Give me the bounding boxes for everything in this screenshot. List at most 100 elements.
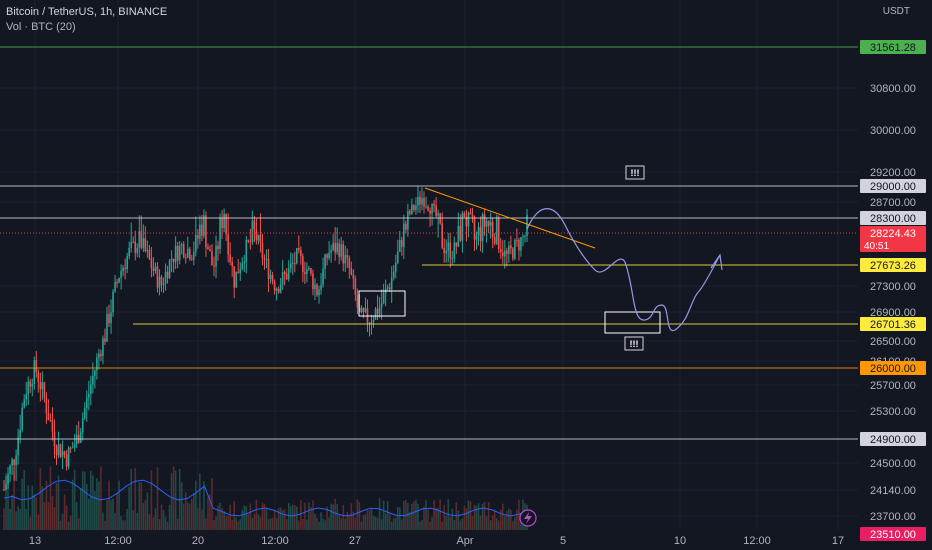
candle-body — [405, 223, 407, 230]
candle-body — [7, 473, 9, 485]
candle-body — [178, 245, 181, 261]
candle-body — [31, 383, 34, 387]
level-tag — [860, 211, 926, 225]
candle-body — [29, 381, 32, 387]
candle-body — [526, 214, 528, 236]
candle-body — [419, 196, 421, 205]
candle-body — [285, 274, 288, 280]
candle-body — [195, 235, 197, 252]
volume-bar — [435, 507, 437, 530]
volume-bar — [354, 517, 357, 530]
volume-bar — [503, 516, 506, 530]
volume-bar — [471, 516, 474, 530]
volume-bar — [55, 482, 58, 530]
volume-bar — [269, 518, 272, 530]
volume-bar — [79, 488, 82, 530]
volume-bar — [392, 518, 395, 530]
candle-body — [148, 250, 151, 259]
volume-bar — [459, 520, 462, 530]
volume-bar — [118, 480, 120, 530]
candle-body — [213, 265, 215, 267]
price-tick-label: 26900.00 — [870, 307, 916, 319]
candle-body — [495, 217, 498, 244]
volume-bar — [463, 505, 466, 530]
volume-bar — [96, 478, 98, 530]
volume-bar — [25, 508, 28, 530]
candle-body — [489, 221, 492, 226]
candle-body — [304, 272, 306, 274]
volume-bar — [479, 515, 482, 530]
volume-bar — [251, 517, 254, 530]
candle-body — [423, 198, 425, 207]
candle-body — [312, 273, 314, 290]
candle-body — [471, 214, 474, 218]
candle-body — [144, 238, 147, 252]
time-tick-label: 12:00 — [104, 535, 132, 547]
volume-bar — [106, 500, 108, 530]
volume-bar — [465, 508, 468, 530]
volume-bar — [73, 469, 76, 530]
candle-body — [451, 258, 454, 260]
level-tag — [860, 40, 926, 54]
volume-bar — [362, 514, 365, 530]
volume-indicator-label: Vol · BTC (20) — [6, 21, 76, 33]
volume-bar — [437, 508, 439, 530]
volume-bar — [287, 503, 290, 530]
volume-bar — [441, 521, 443, 530]
candle-body — [342, 244, 345, 264]
candle-body — [209, 249, 211, 252]
candle-body — [174, 245, 177, 262]
candle-body — [65, 454, 68, 467]
volume-bar — [411, 503, 413, 530]
volume-bar — [506, 510, 508, 530]
level-tag-label: 31561.28 — [870, 42, 916, 54]
candle-body — [396, 251, 399, 263]
candle-body — [453, 242, 456, 259]
candle-body — [431, 203, 433, 214]
volume-bar — [39, 467, 42, 530]
candle-body — [152, 267, 155, 271]
candle-body — [417, 196, 419, 206]
candle-body — [503, 250, 506, 257]
volume-tag-label: 23510.00 — [870, 529, 916, 541]
volume-bar — [518, 499, 520, 530]
volume-bar — [201, 509, 203, 530]
volume-bar — [300, 499, 302, 530]
candle-body — [79, 432, 82, 443]
price-tick-label: 26500.00 — [870, 336, 916, 348]
candle-body — [401, 240, 403, 247]
volume-bar — [3, 508, 5, 530]
candle-body — [308, 267, 310, 270]
candle-body — [261, 242, 264, 259]
price-tick-label: 25300.00 — [870, 406, 916, 418]
volume-bar — [384, 513, 387, 530]
volume-bar — [409, 511, 411, 530]
volume-bar — [512, 520, 514, 530]
volume-bar — [67, 521, 70, 530]
annotation-bottom-box — [624, 336, 644, 351]
candle-body — [449, 242, 452, 259]
candle-body — [249, 241, 252, 243]
price-tick-label: 27300.00 — [870, 281, 916, 293]
candle-body — [295, 248, 298, 264]
candle-body — [112, 291, 114, 313]
volume-bar — [188, 503, 191, 530]
volume-bar — [514, 517, 516, 530]
candle-body — [459, 225, 462, 241]
volume-bar — [170, 473, 173, 530]
candle-body — [259, 234, 262, 243]
candle-body — [481, 214, 484, 242]
volume-bar — [19, 508, 21, 530]
volume-bar — [358, 502, 361, 530]
candle-body — [126, 256, 128, 269]
volume-bar — [386, 501, 389, 530]
candle-body — [326, 254, 328, 259]
candle-body — [207, 247, 209, 250]
volume-bar — [298, 520, 300, 530]
price-tick-label: 28700.00 — [870, 197, 916, 209]
volume-bar — [467, 500, 470, 530]
volume-bar — [302, 518, 304, 530]
candle-body — [100, 353, 102, 356]
volume-bar — [152, 517, 155, 530]
